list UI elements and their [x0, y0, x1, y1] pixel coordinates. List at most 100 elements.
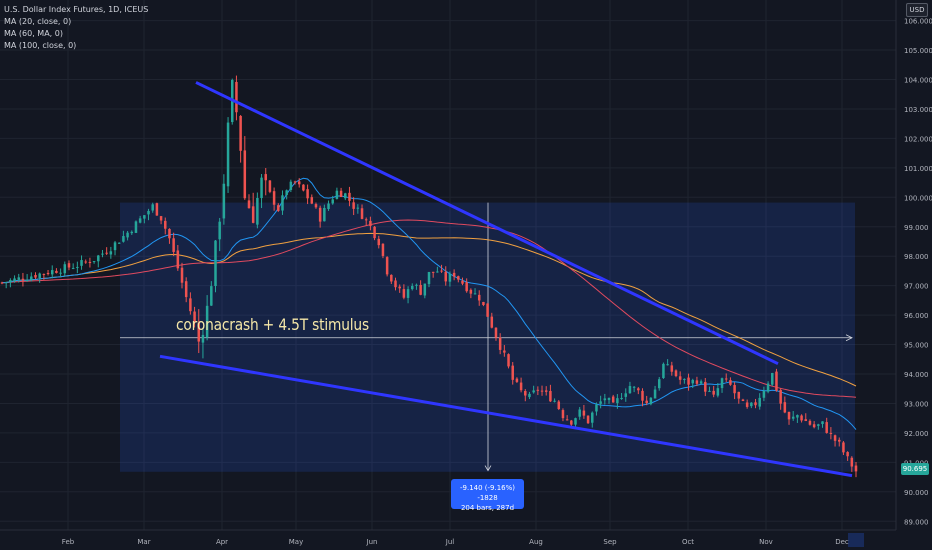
candle-body [285, 190, 288, 196]
legend-ma60[interactable]: MA (60, MA, 0) [4, 29, 63, 38]
candle-body [532, 390, 535, 393]
candle-body [578, 409, 581, 417]
candle-body [825, 422, 828, 433]
candle-body [448, 273, 452, 282]
x-tick-label: Nov [759, 538, 773, 546]
candle-body [147, 210, 150, 215]
y-tick-label: 99.000 [904, 224, 929, 232]
candle-body [595, 404, 598, 412]
candle-body [657, 379, 661, 389]
candle-body [268, 180, 272, 192]
candle-body [318, 207, 322, 222]
y-tick-label: 98.000 [904, 253, 929, 261]
candle-body [846, 452, 849, 457]
candle-body [720, 378, 724, 389]
candle-body [377, 238, 381, 246]
candle-body [729, 380, 732, 385]
candle-body [419, 284, 422, 295]
candle-body [565, 419, 569, 421]
measure-label[interactable]: -9.140 (-9.16%) -1828 204 bars, 287d [451, 479, 524, 512]
candle-body [553, 400, 556, 402]
candle-body [766, 383, 770, 392]
legend-ma100[interactable]: MA (100, close, 0) [4, 41, 77, 50]
candle-body [88, 261, 92, 263]
x-tick-label: May [289, 538, 303, 546]
candle-body [235, 81, 238, 113]
candle-body [570, 420, 573, 425]
candle-body [649, 397, 653, 405]
measure-v-arrowhead [484, 465, 492, 472]
candle-body [214, 240, 217, 287]
candle-body [758, 397, 761, 407]
legend-ma20[interactable]: MA (20, close, 0) [4, 17, 72, 26]
y-tick-label: 93.000 [904, 400, 929, 408]
candle-body [486, 303, 489, 317]
price-axis [896, 0, 932, 550]
candle-body [151, 204, 154, 211]
candle-body [4, 282, 8, 284]
candle-body [511, 365, 514, 380]
currency-badge[interactable]: USD [906, 3, 928, 17]
candle-body [515, 378, 519, 382]
candle-body [691, 379, 694, 384]
candle-body [779, 389, 782, 404]
candle-body [704, 381, 707, 392]
candle-body [205, 305, 209, 338]
y-tick-label: 106.000 [904, 18, 932, 26]
candle-body [297, 181, 301, 185]
x-tick-label: Dec [835, 538, 849, 546]
legend-symbol[interactable]: U.S. Dollar Index Futures, 1D, ICEUS [4, 5, 149, 14]
candle-body [817, 424, 820, 426]
time-axis-highlight [848, 533, 864, 547]
candle-body [67, 263, 71, 268]
candle-body [607, 398, 611, 400]
candle-body [38, 273, 41, 279]
candle-body [812, 424, 816, 428]
candle-body [277, 205, 280, 211]
candle-body [239, 115, 242, 151]
candle-body [787, 411, 791, 420]
candle-body [55, 270, 58, 273]
candle-body [645, 400, 648, 404]
candle-body [335, 190, 339, 199]
candle-body [21, 278, 25, 281]
candle-body [750, 402, 753, 407]
candle-body [30, 276, 33, 280]
candle-body [808, 420, 812, 425]
candle-body [369, 220, 372, 226]
candle-body [850, 457, 854, 467]
annotation-text[interactable]: coronacrash + 4.5T stimulus [176, 315, 369, 334]
candle-body [339, 190, 343, 198]
candle-body [17, 277, 21, 280]
upper-trendline [195, 81, 779, 366]
candle-body [837, 439, 841, 442]
candle-body [490, 316, 494, 328]
candle-body [582, 410, 586, 416]
candle-body [172, 238, 175, 252]
y-tick-label: 105.000 [904, 47, 932, 55]
candle-body [243, 150, 247, 199]
candle-body [130, 231, 134, 234]
candle-body [741, 399, 745, 402]
candle-body [800, 415, 803, 421]
candle-body [97, 255, 100, 262]
candle-body [821, 421, 824, 425]
candle-body [310, 197, 314, 204]
candle-body [406, 289, 410, 298]
candle-body [168, 228, 171, 239]
candle-body [616, 398, 619, 404]
x-tick-label: Feb [62, 538, 75, 546]
y-tick-label: 97.000 [904, 283, 929, 291]
candle-body [632, 386, 636, 388]
candle-body [143, 215, 146, 219]
candle-body [611, 396, 615, 403]
candle-body [473, 293, 477, 295]
candle-body [519, 382, 523, 391]
x-tick-label: Aug [529, 538, 543, 546]
candle-body [180, 267, 184, 283]
candle-body [394, 280, 397, 288]
candle-body [544, 390, 548, 392]
candle-body [699, 381, 703, 384]
candle-body [771, 373, 774, 385]
